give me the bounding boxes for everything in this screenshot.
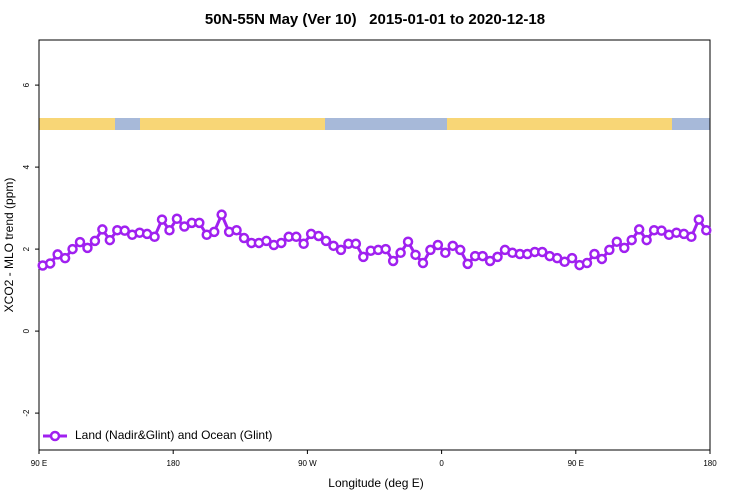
data-point xyxy=(119,225,130,236)
data-point xyxy=(686,231,697,243)
data-point xyxy=(67,243,78,255)
data-point xyxy=(320,235,332,247)
data-point xyxy=(350,238,362,250)
x-tick-label: 90 E xyxy=(31,459,47,468)
data-point xyxy=(89,235,101,247)
data-point xyxy=(276,237,287,249)
data-point xyxy=(596,253,608,265)
data-point xyxy=(619,242,630,254)
data-point xyxy=(432,239,444,251)
y-axis-label: XCO2 - MLO trend (ppm) xyxy=(2,178,16,313)
data-point xyxy=(171,213,183,225)
data-point xyxy=(604,244,615,256)
x-tick-label: 90 E xyxy=(568,459,584,468)
data-point xyxy=(328,240,339,252)
data-point xyxy=(402,236,414,247)
data-point xyxy=(74,236,86,248)
data-point xyxy=(440,247,451,259)
data-point xyxy=(149,231,160,243)
y-tick-label: 6 xyxy=(22,82,31,87)
x-tick-label: 180 xyxy=(167,459,181,468)
data-point xyxy=(566,252,578,264)
data-point xyxy=(358,251,369,263)
data-point xyxy=(290,231,302,243)
data-point xyxy=(104,234,116,246)
data-point xyxy=(380,243,391,255)
data-point xyxy=(238,232,250,244)
data-point xyxy=(462,258,473,270)
data-point xyxy=(611,236,623,247)
data-point xyxy=(633,224,645,235)
data-point xyxy=(156,214,168,225)
data-point xyxy=(447,240,459,252)
land-band xyxy=(140,118,325,130)
data-point xyxy=(164,224,175,236)
data-point xyxy=(97,224,108,235)
data-point xyxy=(313,230,324,242)
data-point xyxy=(425,244,436,256)
data-point xyxy=(417,257,429,269)
data-point xyxy=(484,255,496,267)
data-point xyxy=(194,217,205,229)
data-point xyxy=(231,224,242,236)
land-band xyxy=(447,118,672,130)
data-point xyxy=(44,258,56,269)
x-tick-label: 0 xyxy=(439,459,444,468)
data-point xyxy=(261,235,272,247)
y-tick-label: 2 xyxy=(22,246,31,251)
data-point xyxy=(454,244,466,256)
data-point xyxy=(335,244,347,256)
plot-frame xyxy=(38,39,711,451)
data-point xyxy=(395,247,406,259)
data-point xyxy=(477,250,488,262)
data-point xyxy=(410,249,421,261)
data-point xyxy=(641,234,652,246)
data-point xyxy=(82,242,93,254)
legend-label: Land (Nadir&Glint) and Ocean (Glint) xyxy=(75,428,272,442)
data-point xyxy=(216,209,227,220)
data-point xyxy=(298,238,309,250)
data-point xyxy=(626,234,637,246)
y-tick-label: 4 xyxy=(22,164,31,169)
data-point xyxy=(701,224,712,236)
x-axis-label: Longitude (deg E) xyxy=(328,476,423,490)
data-point xyxy=(208,226,220,238)
x-tick-label: 90 W xyxy=(298,459,317,468)
data-point xyxy=(492,251,503,263)
y-tick-label: -2 xyxy=(22,409,31,417)
data-point xyxy=(387,255,399,267)
data-point xyxy=(656,225,667,236)
data-point xyxy=(59,252,71,264)
legend-marker xyxy=(49,430,61,442)
data-point xyxy=(693,214,705,225)
x-tick-label: 180 xyxy=(703,459,717,468)
land-ocean-strip xyxy=(39,118,710,130)
data-point xyxy=(589,248,600,260)
data-point xyxy=(537,246,548,258)
chart-title: 50N-55N May (Ver 10) 2015-01-01 to 2020-… xyxy=(205,11,545,28)
y-tick-label: 0 xyxy=(22,328,31,333)
land-band xyxy=(39,118,115,130)
data-point xyxy=(581,257,593,269)
